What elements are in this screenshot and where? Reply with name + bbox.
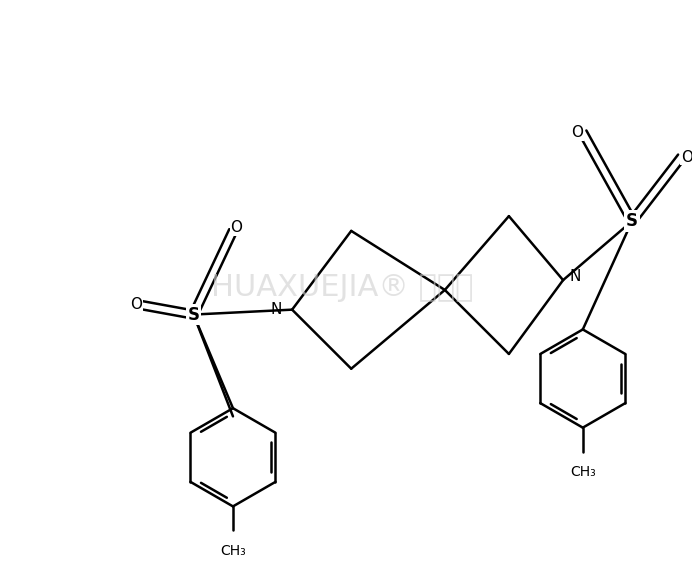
Text: S: S [626,212,638,230]
Text: N: N [271,302,282,317]
Text: S: S [188,305,199,324]
Text: CH₃: CH₃ [220,544,246,558]
Text: N: N [570,269,581,284]
Text: O: O [681,150,692,164]
Text: O: O [230,220,242,235]
Text: O: O [572,125,583,140]
Text: O: O [130,297,142,312]
Text: HUAXUEJIA® 化学加: HUAXUEJIA® 化学加 [211,273,473,302]
Text: CH₃: CH₃ [570,465,596,479]
